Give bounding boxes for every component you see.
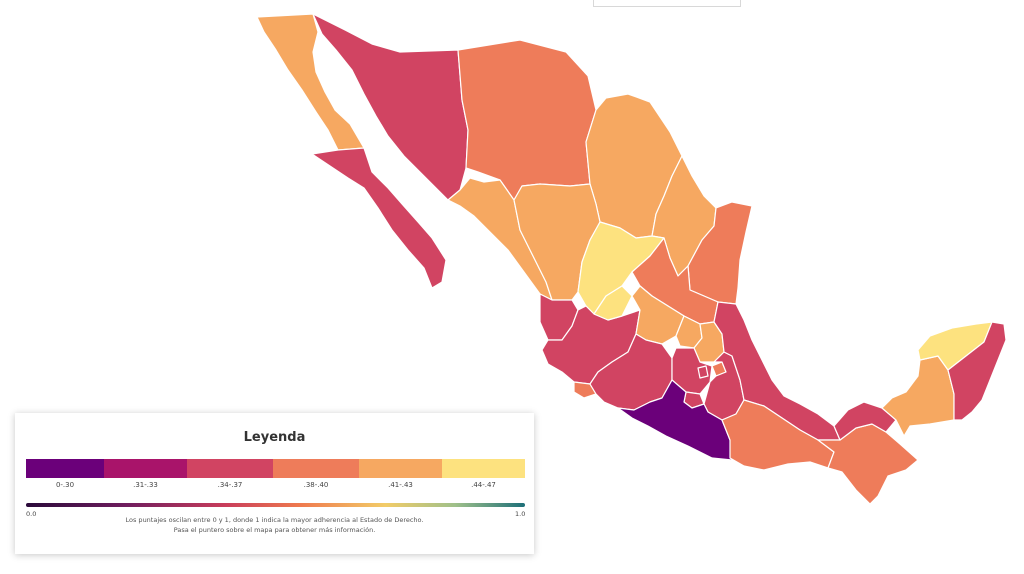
legend-swatch (187, 459, 273, 478)
region-tabasco[interactable] (833, 401, 897, 441)
region-guerrero[interactable] (617, 379, 733, 461)
legend-title: Leyenda (243, 430, 306, 445)
legend-swatch-label: .44-.47 (471, 481, 496, 489)
search-box[interactable] (593, 0, 741, 7)
legend-gradient-bar (26, 503, 525, 507)
region-baja-california-sur[interactable] (311, 147, 447, 289)
legend-note-line2: Pasa el puntero sobre el mapa para obten… (173, 526, 376, 534)
legend-swatch-label: .31-.33 (133, 481, 158, 489)
legend-panel: Leyenda 0.0 1.0 Los puntajes oscilan ent… (15, 413, 534, 554)
legend-note-line1: Los puntajes oscilan entre 0 y 1, donde … (125, 516, 424, 524)
legend-swatch-label: 0-.30 (55, 481, 75, 489)
region-chihuahua[interactable] (457, 39, 597, 201)
legend-swatch-label: .38-.40 (303, 481, 329, 489)
region-colima[interactable] (573, 381, 597, 399)
legend-swatch-label: .34-.37 (217, 481, 243, 489)
region-sonora[interactable] (312, 13, 469, 201)
region-quintana-roo[interactable] (947, 321, 1007, 421)
legend-swatch (104, 459, 187, 478)
legend-swatch (359, 459, 442, 478)
legend-swatch (442, 459, 525, 478)
legend-swatch-row (26, 459, 525, 478)
legend-swatch (273, 459, 359, 478)
gradient-min-label: 0.0 (26, 510, 37, 518)
gradient-max-label: 1.0 (515, 510, 526, 518)
legend-swatch (26, 459, 104, 478)
region-cdmx[interactable] (697, 365, 709, 379)
legend-swatch-label: .41-.43 (388, 481, 413, 489)
